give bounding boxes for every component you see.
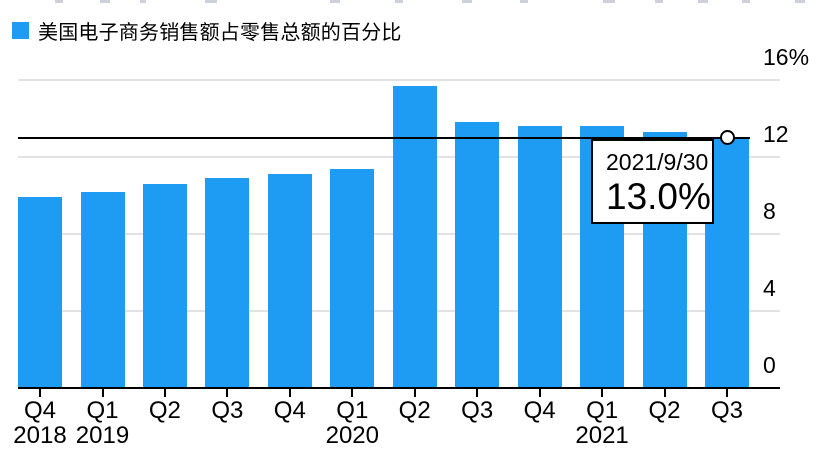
- bar-q1-2020[interactable]: [330, 168, 375, 388]
- cropped-text-fragment: [520, 0, 528, 3]
- x-axis-label-q4-2018: Q4: [23, 397, 56, 424]
- x-tick-q2-2020: [413, 388, 416, 397]
- tooltip-value: 13.0%: [606, 176, 711, 217]
- x-tick-q1-2020: [351, 388, 354, 397]
- legend-swatch-icon: [12, 21, 29, 39]
- x-tick-q3-2021: [726, 388, 728, 397]
- x-axis-label-q2-2021: Q2: [648, 397, 681, 424]
- bar-q3-2019[interactable]: [205, 178, 250, 388]
- bar-q4-2018[interactable]: [18, 197, 62, 388]
- x-tick-q4-2020: [538, 388, 541, 397]
- cropped-text-fragment: [205, 0, 217, 3]
- bar-q3-2020[interactable]: [455, 122, 500, 388]
- cropped-text-fragment: [140, 0, 146, 3]
- cropped-text-fragment: [655, 0, 663, 3]
- y-axis-label-16: 16%: [763, 44, 810, 70]
- x-axis-year-label-2020: 2020: [325, 422, 379, 449]
- cropped-text-fragment: [742, 0, 750, 3]
- bar-q2-2019[interactable]: [142, 184, 187, 388]
- cropped-text-fragment: [55, 0, 63, 3]
- cropped-text-fragment: [330, 0, 340, 3]
- x-axis-label-q3-2019: Q3: [211, 397, 244, 424]
- x-axis-label-q3-2021: Q3: [710, 397, 743, 424]
- x-tick-q3-2020: [476, 388, 479, 397]
- x-axis-label-q1-2019: Q1: [86, 397, 119, 424]
- x-tick-q2-2021: [663, 388, 666, 397]
- cropped-text-fragment: [462, 0, 472, 3]
- bar-q1-2019[interactable]: [80, 191, 125, 388]
- cropped-text-fragment: [698, 0, 708, 3]
- bar-q2-2020[interactable]: [392, 85, 437, 388]
- y-axis-label-12: 12: [763, 121, 789, 147]
- x-tick-q1-2021: [601, 388, 604, 397]
- legend-label: 美国电子商务销售额占零售总额的百分比: [38, 21, 402, 44]
- x-tick-q2-2019: [163, 388, 166, 397]
- cropped-text-fragment: [395, 0, 403, 3]
- bar-q4-2020[interactable]: [517, 126, 562, 388]
- cropped-text-fragment: [795, 0, 805, 3]
- y-axis-label-4: 4: [763, 275, 776, 301]
- x-axis-year-label-2019: 2019: [75, 422, 130, 449]
- x-axis-label-q2-2019: Q2: [148, 397, 181, 424]
- y-axis-label-0: 0: [763, 352, 776, 378]
- y-axis-label-8: 8: [763, 198, 776, 224]
- x-axis-label-q3-2020: Q3: [461, 397, 494, 424]
- highlight-circle-marker: [719, 130, 735, 146]
- x-tick-q4-2018: [39, 388, 41, 397]
- x-axis-year-label-2021: 2021: [575, 422, 629, 449]
- x-axis-line: [18, 387, 780, 389]
- x-axis-label-q1-2021: Q1: [586, 397, 619, 424]
- x-axis-label-q4-2019: Q4: [273, 397, 306, 424]
- legend: 美国电子商务销售额占零售总额的百分比: [12, 18, 402, 44]
- x-axis-label-q4-2020: Q4: [523, 397, 556, 424]
- x-tick-q4-2019: [288, 388, 291, 397]
- x-axis-label-q1-2020: Q1: [336, 397, 369, 424]
- x-axis-label-q2-2020: Q2: [398, 397, 431, 424]
- x-axis-year-label-2018: 2018: [13, 422, 67, 449]
- cropped-text-fragment: [100, 0, 110, 3]
- tooltip: 2021/9/30 13.0%: [591, 139, 714, 224]
- cropped-text-fragment: [603, 0, 615, 3]
- gridline-16: [18, 79, 780, 81]
- x-tick-q3-2019: [226, 388, 229, 397]
- latest-value-reference-line: [18, 136, 750, 139]
- bar-q4-2019[interactable]: [267, 174, 312, 388]
- cropped-title-remnant: [0, 0, 824, 4]
- x-tick-q1-2019: [101, 388, 104, 397]
- tooltip-date: 2021/9/30: [606, 149, 709, 175]
